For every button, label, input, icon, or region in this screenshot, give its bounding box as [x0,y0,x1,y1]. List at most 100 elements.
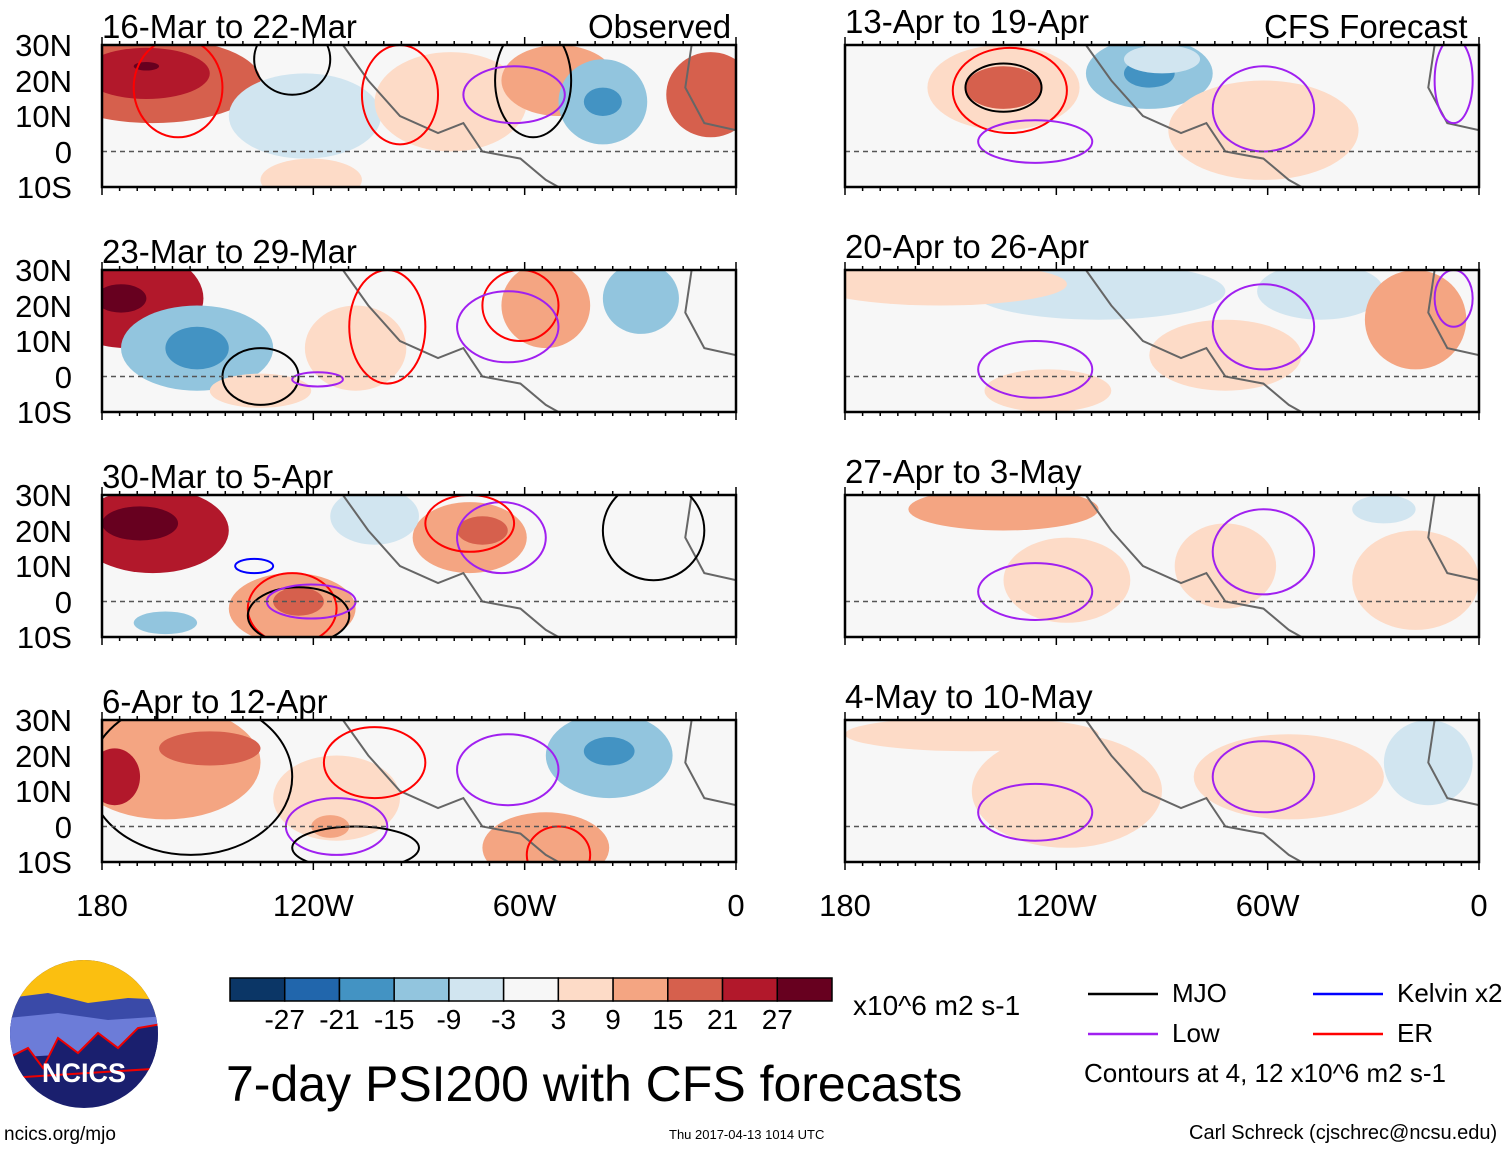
coastline [1427,270,1479,357]
wave-contour [253,45,332,96]
lon-label: 0 [727,888,745,923]
wave-contour [964,62,1043,113]
wave-contour [348,270,427,385]
ncics-logo: NCICS [10,960,158,1108]
wave-contour [977,782,1094,842]
observed-label: Observed [588,8,732,45]
lat-label: 10S [16,170,72,205]
colorbar-label: 27 [761,1004,793,1035]
wave-contour [360,45,440,146]
coastline [684,495,736,582]
psi-anomaly-shading [971,734,1162,848]
lat-label: 30N [15,253,72,288]
lat-label: 30N [15,478,72,513]
lon-label: 0 [1470,888,1488,923]
colorbar-label: 9 [605,1004,621,1035]
wave-contour [246,586,351,637]
psi-anomaly-shading [1257,270,1384,320]
wave-contour [525,825,592,862]
contours-note: Contours at 4, 12 x10^6 m2 s-1 [1084,1058,1446,1088]
lat-label: 10S [16,845,72,880]
map-panel [102,45,736,187]
wave-contour [1433,270,1474,328]
coastline [1085,720,1302,862]
colorbar-label: -15 [373,1004,415,1035]
wave-contour [456,733,560,807]
lon-label: 60W [492,888,557,923]
psi-anomaly-shading [984,369,1112,412]
psi-anomaly-shading [1352,530,1479,630]
lat-label: 30N [15,703,72,738]
psi-anomaly-shading [273,587,324,616]
footer-author: Carl Schreck (cjschrec@ncsu.edu) [1189,1122,1498,1144]
wave-contour [977,562,1094,621]
wave-contour [1211,740,1316,814]
wave-contour [494,45,573,139]
psi-anomaly-shading [845,270,1067,306]
panel-title: 13-Apr to 19-Apr [845,3,1089,40]
footer-url[interactable]: ncics.org/mjo [4,1124,116,1145]
wave-contour [601,495,706,582]
map-panel [845,270,1479,412]
psi-anomaly-shading [583,87,622,117]
wave-contour [951,46,1068,135]
psi-anomaly-shading [133,62,160,71]
psi-anomaly-shading [1193,734,1384,820]
lat-label: 0 [54,809,72,845]
colorbar-label: 15 [652,1004,684,1035]
wave-contour [481,270,560,342]
psi-anomaly-shading [260,158,362,187]
wave-contour [456,290,560,364]
lat-label: 30N [15,28,72,63]
panel-title: 23-Mar to 29-Mar [102,233,357,270]
lat-label: 20N [15,288,72,324]
coastline [1085,45,1302,187]
map-panel [845,495,1479,637]
coastline [1427,495,1479,582]
colorbar-label: 21 [706,1004,739,1035]
coastline [1085,270,1302,412]
coastline [342,495,559,637]
legend-label: ER [1397,1018,1434,1048]
map-panel [102,495,736,637]
colorbar-label: -3 [491,1004,517,1035]
wave-contour [1433,45,1474,125]
psi-anomaly-shading [965,66,1042,109]
panel-title: 30-Mar to 5-Apr [102,458,334,495]
lon-label: 120W [1015,888,1097,923]
lon-label: 180 [76,888,128,923]
lon-label: 180 [819,888,871,923]
lat-label: 10N [15,324,72,359]
psi-anomaly-shading [133,611,198,635]
psi-anomaly-shading [1168,80,1359,180]
coastline [342,270,559,412]
lat-label: 20N [15,63,72,99]
lon-label: 120W [272,888,354,923]
wave-contour [291,371,344,388]
psi-anomaly-shading [1352,495,1416,524]
lat-label: 10N [15,549,72,584]
psi-anomaly-shading [102,748,141,806]
svg-text:NCICS: NCICS [42,1058,126,1088]
coastline [342,45,559,187]
wave-contour [1211,283,1316,371]
psi-anomaly-shading [1003,537,1131,623]
legend-label: Kelvin x2 [1397,978,1503,1008]
colorbar-label: -9 [436,1004,462,1035]
wave-contour [456,501,547,575]
footer-timestamp: Thu 2017-04-13 1014 UTC [669,1127,825,1142]
colorbar-label: -27 [264,1004,305,1035]
wave-contour [132,45,224,139]
wave-contour [322,726,427,800]
psi-anomaly-shading [482,812,610,862]
psi-anomaly-shading [845,720,1099,752]
psi-anomaly-shading [165,326,229,370]
panel-title: 20-Apr to 26-Apr [845,228,1089,265]
lat-label: 0 [54,134,72,170]
wave-contour [462,65,566,125]
psi-anomaly-shading [102,47,210,99]
lat-label: 20N [15,738,72,774]
wave-contour [246,572,338,637]
coastline [1427,720,1479,807]
